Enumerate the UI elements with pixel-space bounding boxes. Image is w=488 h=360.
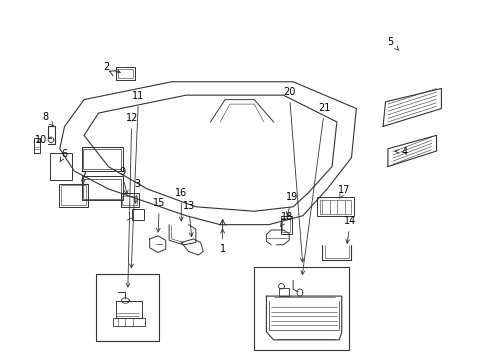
Text: 9: 9 [119, 167, 128, 194]
Bar [319, 200, 351, 214]
Text: 8: 8 [42, 112, 53, 126]
Bar [281, 216, 291, 234]
Text: 3: 3 [134, 180, 141, 203]
Text: 15: 15 [153, 198, 165, 232]
Bar [59, 184, 88, 207]
Bar [113, 319, 144, 327]
Bar [122, 195, 136, 206]
Text: 20: 20 [283, 87, 304, 262]
Text: 13: 13 [182, 201, 194, 237]
Bar [116, 67, 135, 80]
Bar [282, 218, 289, 232]
Text: 21: 21 [300, 103, 330, 275]
Bar [96, 274, 159, 341]
Text: 6: 6 [60, 149, 67, 162]
Bar [118, 69, 132, 78]
Text: 10: 10 [35, 135, 47, 145]
Text: 14: 14 [344, 216, 356, 243]
Bar [83, 149, 121, 169]
Text: 16: 16 [175, 188, 187, 221]
Bar [61, 185, 86, 205]
Text: 2: 2 [102, 63, 120, 73]
Text: 12: 12 [125, 113, 138, 287]
Bar [278, 288, 288, 296]
Bar [131, 209, 143, 220]
Bar [254, 267, 348, 350]
Text: 11: 11 [129, 91, 144, 268]
Bar [116, 301, 142, 319]
Text: 4: 4 [394, 147, 407, 157]
Text: 17: 17 [337, 185, 349, 198]
Text: 1: 1 [219, 229, 225, 254]
Bar [50, 153, 72, 180]
Bar [81, 176, 122, 200]
Text: 19: 19 [285, 192, 298, 216]
Bar [83, 179, 121, 199]
Bar [317, 197, 353, 216]
Bar [120, 193, 139, 207]
Text: 18: 18 [280, 212, 293, 227]
Text: 5: 5 [386, 37, 398, 50]
Bar [81, 147, 122, 171]
Text: 7: 7 [80, 171, 86, 184]
